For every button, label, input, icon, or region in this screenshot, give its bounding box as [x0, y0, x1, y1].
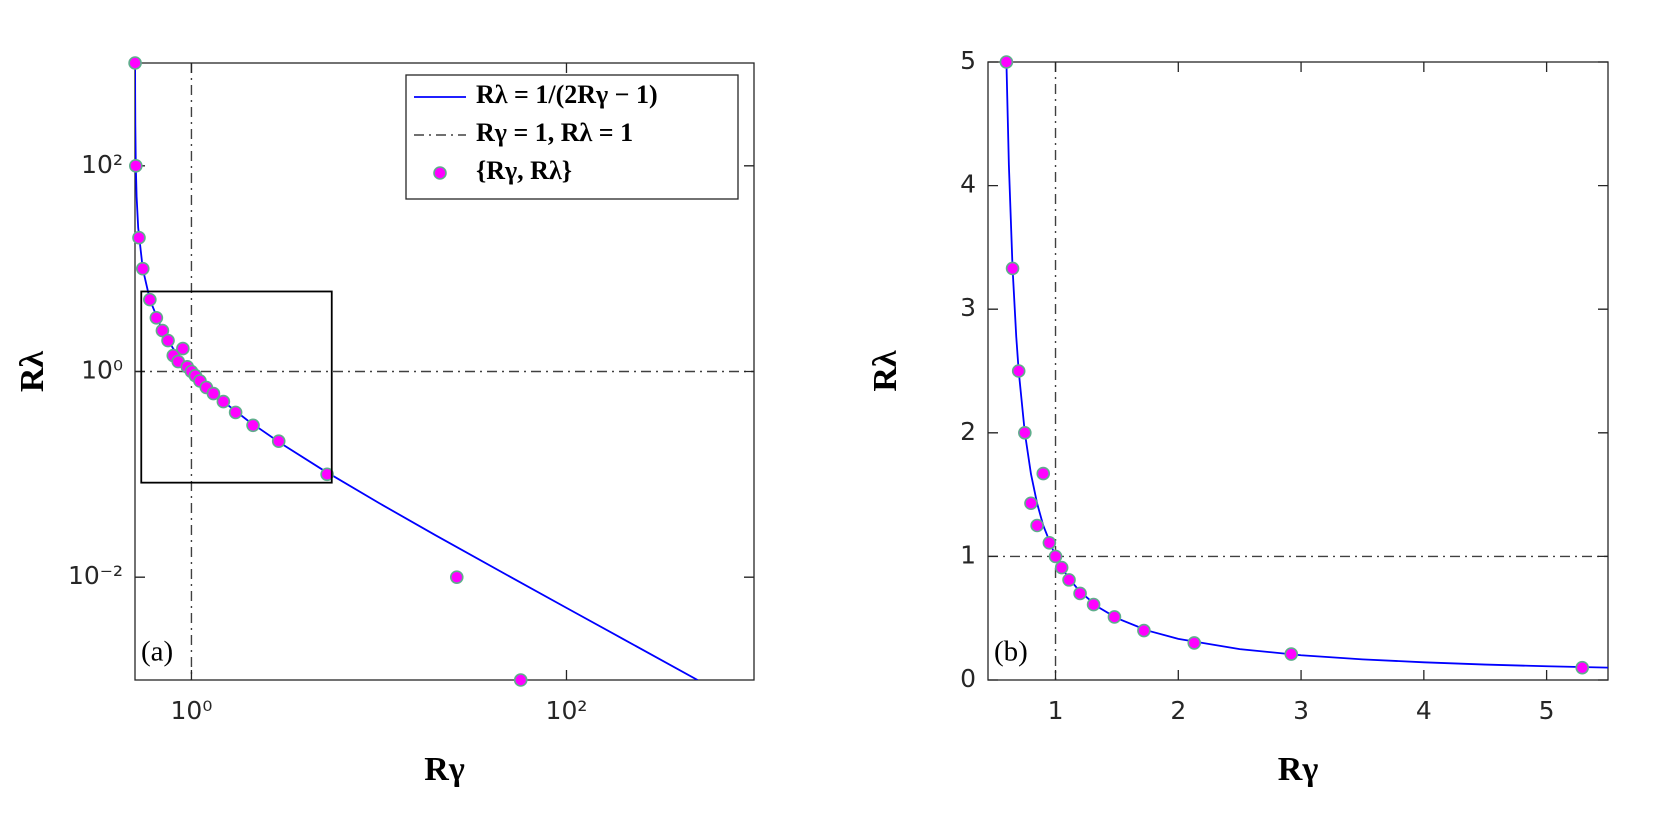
- x-tick-label: 1: [1048, 696, 1064, 725]
- legend-box: [405, 74, 739, 200]
- data-point: [149, 310, 164, 325]
- data-point: [1086, 597, 1101, 612]
- data-point: [1284, 647, 1299, 661]
- legend-label: {Rγ, Rλ}: [476, 156, 572, 185]
- data-point: [1054, 560, 1069, 575]
- data-point: [135, 261, 150, 276]
- data-point: [271, 434, 286, 448]
- x-axis-label: Rγ: [1278, 751, 1319, 788]
- data-point: [1137, 623, 1151, 638]
- data-point: [1187, 636, 1202, 650]
- y-tick-label: 10²: [81, 150, 123, 179]
- y-tick-label: 0: [960, 664, 976, 693]
- panel-label: (a): [141, 636, 173, 668]
- data-point: [320, 467, 334, 482]
- data-point: [129, 159, 143, 173]
- x-tick-label: 10²: [546, 696, 588, 725]
- y-tick-label: 4: [960, 170, 976, 199]
- y-tick-label: 10⁻²: [68, 561, 123, 590]
- y-tick-label: 3: [960, 293, 976, 322]
- data-point: [449, 570, 464, 584]
- data-point: [999, 55, 1014, 69]
- y-tick-label: 2: [960, 417, 976, 446]
- x-tick-label: 2: [1170, 696, 1186, 725]
- zoom-box: [140, 290, 333, 484]
- x-axis-label: Rγ: [424, 751, 465, 788]
- data-point: [161, 333, 175, 348]
- x-tick-label: 10⁰: [171, 696, 213, 725]
- data-point: [143, 292, 157, 307]
- x-tick-label: 5: [1539, 696, 1555, 725]
- data-point: [1073, 586, 1087, 601]
- data-point: [1024, 496, 1038, 511]
- data-point: [1018, 425, 1032, 440]
- data-point: [1011, 364, 1026, 378]
- legend-label: Rλ = 1/(2Rγ − 1): [476, 80, 658, 109]
- x-tick-label: 4: [1416, 696, 1432, 725]
- data-point: [1030, 518, 1044, 533]
- data-point: [513, 673, 528, 687]
- legend-label: Rγ = 1, Rλ = 1: [476, 118, 633, 147]
- data-point: [132, 230, 146, 245]
- data-point: [206, 386, 221, 401]
- data-point: [128, 56, 142, 70]
- data-point: [1107, 610, 1122, 624]
- data-point: [216, 394, 231, 409]
- data-point: [246, 418, 260, 433]
- y-axis-label: Rλ: [867, 350, 904, 392]
- data-point: [1048, 549, 1063, 564]
- data-point: [1005, 261, 1020, 276]
- y-tick-label: 1: [960, 540, 976, 569]
- data-point: [1062, 573, 1076, 587]
- data-point: [228, 405, 243, 420]
- x-tick-label: 3: [1293, 696, 1309, 725]
- data-point: [176, 341, 190, 356]
- data-point: [1575, 660, 1590, 675]
- data-point: [1042, 536, 1057, 550]
- y-tick-label: 10⁰: [81, 356, 123, 385]
- panel-label: (b): [994, 636, 1028, 668]
- data-point: [155, 323, 170, 338]
- y-tick-label: 5: [960, 46, 976, 75]
- legend-marker: [433, 166, 447, 180]
- y-axis-label: Rλ: [14, 351, 51, 393]
- data-point: [1036, 466, 1051, 481]
- plot-frame: [987, 61, 1609, 681]
